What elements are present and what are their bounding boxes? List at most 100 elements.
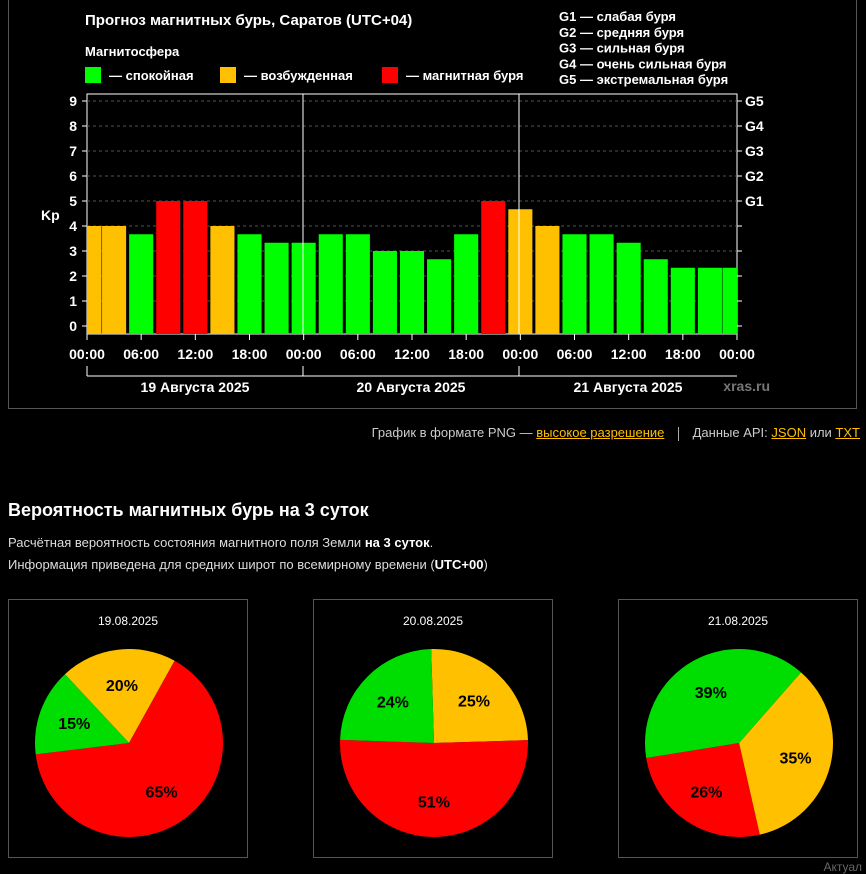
kp-bar xyxy=(481,201,506,334)
day-label: 19 Августа 2025 xyxy=(141,379,250,395)
x-tick-label: 12:00 xyxy=(394,346,430,362)
x-tick-label: 00:00 xyxy=(502,346,538,362)
json-link[interactable]: JSON xyxy=(771,425,807,440)
kp-bar xyxy=(697,267,722,334)
x-tick-label: 00:00 xyxy=(286,346,322,362)
g-axis-label: G2 xyxy=(745,168,764,184)
kp-bar xyxy=(508,209,533,334)
pie-slice-label: 26% xyxy=(690,784,722,801)
legend-label-3: — магнитная буря xyxy=(406,68,523,83)
x-tick-label: 06:00 xyxy=(340,346,376,362)
link-divider xyxy=(678,426,679,441)
kp-bar xyxy=(562,234,587,334)
pie-date-day-2: 20.08.2025 xyxy=(402,614,464,628)
kp-bar xyxy=(454,234,479,334)
kp-bar xyxy=(210,226,235,334)
x-tick-label: 18:00 xyxy=(448,346,484,362)
kp-bar xyxy=(87,226,102,334)
pie-slice-label: 20% xyxy=(106,678,138,695)
kp-bar xyxy=(643,259,668,334)
x-tick-label: 00:00 xyxy=(719,346,755,362)
pie-slice-label: 15% xyxy=(58,716,90,733)
g-axis-label: G4 xyxy=(745,118,764,134)
y-tick-label: 0 xyxy=(69,318,77,334)
kp-bar xyxy=(670,267,695,334)
high-resolution-link[interactable]: высокое разрешение xyxy=(536,425,665,440)
pie-date-day-3: 21.08.2025 xyxy=(707,614,769,628)
pie-slice-label: 25% xyxy=(458,694,490,711)
pie-slice xyxy=(739,672,833,835)
legend-swatch-1 xyxy=(85,67,101,83)
pie-box-day-1: 20% 65% 15% 19.08.2025 xyxy=(8,599,248,858)
legend-swatch-3 xyxy=(382,67,398,83)
kp-bar xyxy=(372,251,397,334)
day-label: 21 Августа 2025 xyxy=(574,379,683,395)
watermark: xras.ru xyxy=(723,378,770,394)
day-label: 20 Августа 2025 xyxy=(357,379,466,395)
y-tick-label: 8 xyxy=(69,118,77,134)
kp-bar xyxy=(237,234,262,334)
y-tick-label: 3 xyxy=(69,243,77,259)
chart-links: График в формате PNG — высокое разрешени… xyxy=(372,425,860,441)
g-scale-legend-4: G4 — очень сильная буря xyxy=(559,56,726,71)
kp-bar xyxy=(102,226,127,334)
section-title: Вероятность магнитных бурь на 3 суток xyxy=(8,500,369,520)
g-axis-label: G1 xyxy=(745,193,764,209)
pie-slice xyxy=(35,674,129,755)
desc1-bold: на 3 суток xyxy=(364,535,430,550)
kp-chart-frame: Прогноз магнитных бурь, Саратов (UTC+04)… xyxy=(8,0,857,409)
kp-bar xyxy=(616,242,641,334)
pie-slice xyxy=(645,649,801,758)
kp-bar xyxy=(722,267,737,334)
chart-title: Прогноз магнитных бурь, Саратов (UTC+04) xyxy=(85,12,412,29)
legend-label-1: — спокойная xyxy=(109,68,194,83)
pie-slice xyxy=(64,649,175,743)
x-tick-label: 12:00 xyxy=(611,346,647,362)
partial-footer-text: Актуал xyxy=(823,860,862,874)
kp-bar xyxy=(589,234,614,334)
kp-bar xyxy=(535,226,560,334)
legend-swatch-2 xyxy=(220,67,236,83)
x-tick-label: 00:00 xyxy=(69,346,105,362)
pie-date-day-1: 19.08.2025 xyxy=(97,614,159,628)
description-line-1: Расчётная вероятность состояния магнитно… xyxy=(8,535,433,550)
txt-link[interactable]: TXT xyxy=(835,425,860,440)
pie-box-day-2: 25% 51% 24% 20.08.2025 xyxy=(313,599,553,858)
x-tick-label: 06:00 xyxy=(123,346,159,362)
description-line-2: Информация приведена для средних широт п… xyxy=(8,557,488,572)
api-text: Данные API: xyxy=(692,425,768,440)
pie-slice xyxy=(35,660,224,837)
y-tick-label: 1 xyxy=(69,293,77,309)
kp-bar xyxy=(427,259,452,334)
y-tick-label: 7 xyxy=(69,143,77,159)
pie-slice xyxy=(431,649,528,743)
x-tick-label: 18:00 xyxy=(665,346,701,362)
g-scale-legend-2: G2 — средняя буря xyxy=(559,25,684,40)
kp-bar xyxy=(345,234,370,334)
pie-slice-label: 39% xyxy=(695,685,727,702)
pie-chart-day-1: 20% 65% 15% xyxy=(35,649,224,837)
g-scale-legend-1: G1 — слабая буря xyxy=(559,9,676,24)
x-tick-label: 12:00 xyxy=(177,346,213,362)
y-tick-label: 9 xyxy=(69,93,77,109)
desc1-text: Расчётная вероятность состояния магнитно… xyxy=(8,535,362,550)
y-tick-label: 4 xyxy=(69,218,77,234)
kp-bar xyxy=(291,242,316,334)
pie-slice xyxy=(340,739,528,837)
pie-slice xyxy=(340,649,434,743)
or-text: или xyxy=(809,425,832,440)
png-text: График в формате PNG — xyxy=(371,425,533,440)
x-tick-label: 06:00 xyxy=(557,346,593,362)
pie-slice-label: 51% xyxy=(418,794,450,811)
y-axis-label: Kp xyxy=(41,207,60,223)
y-tick-label: 5 xyxy=(69,193,77,209)
pie-chart-day-3: 35% 26% 39% xyxy=(645,649,833,837)
kp-bar xyxy=(318,234,343,334)
kp-forecast-chart: Прогноз магнитных бурь, Саратов (UTC+04)… xyxy=(41,9,770,395)
legend-label-2: — возбужденная xyxy=(244,68,353,83)
g-scale-legend-3: G3 — сильная буря xyxy=(559,41,685,56)
desc2-end: ) xyxy=(483,557,488,572)
pie-slice-label: 24% xyxy=(377,695,409,712)
kp-bar xyxy=(264,242,289,334)
x-tick-label: 18:00 xyxy=(232,346,268,362)
